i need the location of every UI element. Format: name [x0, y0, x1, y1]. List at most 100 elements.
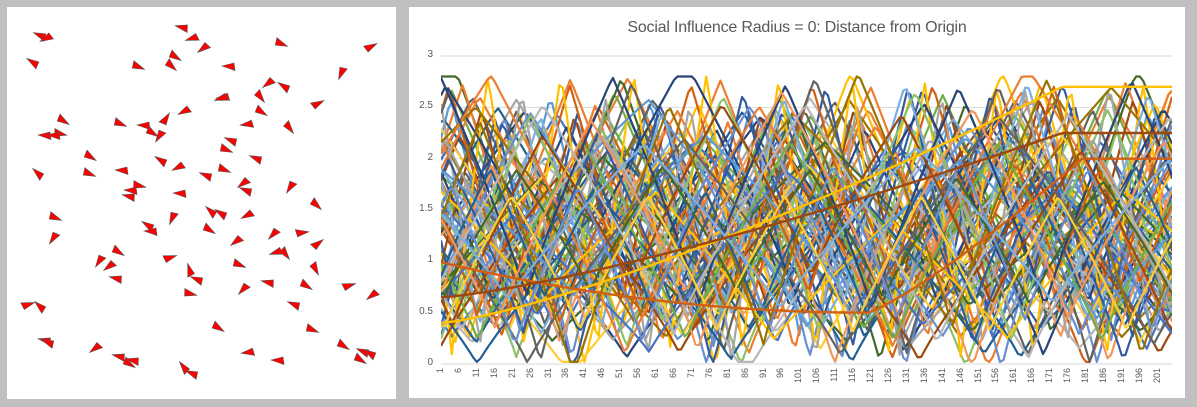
x-tick-label: 146	[954, 368, 965, 384]
agent-triangle	[219, 143, 234, 153]
y-tick-label: 0.5	[419, 305, 433, 317]
agent-triangle	[254, 88, 266, 104]
series-line	[441, 105, 1172, 340]
x-tick-label: 166	[1026, 368, 1037, 384]
x-tick-label: 46	[596, 368, 607, 379]
agent-triangle	[108, 275, 122, 284]
x-tick-label: 51	[614, 368, 625, 379]
agent-triangle	[286, 301, 301, 311]
x-tick-label: 61	[650, 368, 660, 379]
series-line	[441, 164, 1172, 304]
agent-triangle	[189, 276, 204, 286]
agent-triangle	[174, 24, 188, 33]
chart-title: Social Influence Radius = 0: Distance fr…	[627, 19, 967, 36]
agent-triangle	[56, 113, 70, 126]
x-tick-label: 181	[1080, 368, 1090, 384]
agent-triangle	[363, 348, 377, 361]
agent-triangle	[196, 42, 212, 54]
agent-triangle	[88, 342, 104, 354]
agent-triangle	[294, 229, 310, 238]
agent-triangle	[260, 279, 274, 288]
agent-triangle	[269, 356, 285, 365]
agent-triangle	[111, 353, 125, 362]
x-tick-label: 36	[560, 368, 571, 379]
series-line	[441, 141, 1172, 339]
agent-triangle	[217, 163, 232, 173]
agent-triangle	[171, 189, 187, 198]
x-tick-label: 81	[721, 368, 732, 379]
agent-triangle	[240, 347, 256, 356]
agent-triangle	[363, 43, 378, 53]
x-tick-label: 201	[1151, 368, 1162, 384]
series-line	[441, 141, 1172, 305]
series-line	[441, 91, 1172, 329]
agent-triangle	[309, 238, 325, 250]
agent-triangle	[45, 131, 61, 140]
agent-triangle	[135, 121, 151, 130]
x-tick-label: 96	[775, 368, 786, 379]
x-tick-label: 191	[1115, 368, 1126, 384]
agent-triangle	[48, 231, 61, 245]
agent-triangle	[279, 245, 291, 261]
x-tick-label: 196	[1133, 368, 1144, 384]
agent-triangle	[277, 81, 291, 94]
agent-triangle	[341, 283, 357, 291]
agent-triangle	[113, 117, 128, 127]
agent-triangle	[309, 197, 323, 211]
agent-triangle	[154, 129, 167, 143]
agent-triangle	[131, 60, 146, 70]
agent-triangle	[283, 119, 295, 135]
x-tick-label: 16	[488, 368, 499, 379]
series-line-slow	[441, 157, 1172, 314]
line-chart-panel: Social Influence Radius = 0: Distance fr…	[409, 7, 1185, 398]
agent-triangle	[102, 260, 118, 272]
x-tick-label: 26	[524, 368, 535, 379]
series-line-slow	[441, 85, 1172, 325]
agent-triangle	[82, 167, 97, 177]
x-tick-label: 11	[470, 368, 481, 378]
x-tick-label: 136	[918, 368, 929, 384]
series-line	[441, 170, 1172, 353]
x-tick-label: 86	[739, 368, 750, 379]
x-tick-label: 71	[685, 368, 696, 379]
agent-triangle	[113, 166, 129, 175]
agent-triangle	[184, 370, 199, 380]
x-tick-label: 6	[452, 368, 463, 374]
agent-triangle	[237, 282, 251, 296]
x-tick-label: 151	[972, 368, 983, 384]
agent-triangle	[274, 37, 289, 47]
x-tick-label: 31	[542, 368, 553, 379]
agent-triangle	[238, 187, 253, 197]
agent-triangle	[122, 186, 138, 195]
agent-triangle	[162, 255, 178, 263]
agent-triangle	[285, 180, 298, 194]
x-tick-label: 121	[865, 368, 875, 384]
x-tick-label: 156	[990, 368, 1001, 384]
agent-triangle	[83, 149, 97, 162]
agent-triangle	[198, 172, 213, 182]
series-line	[441, 118, 1172, 363]
agent-triangle	[248, 155, 263, 165]
x-tick-label: 106	[811, 368, 822, 384]
x-tick-label: 116	[847, 368, 858, 383]
agent-triangle	[94, 254, 107, 268]
agents-canvas	[20, 24, 381, 380]
series-line	[441, 160, 1172, 342]
y-tick-label: 1.5	[419, 203, 433, 214]
agent-triangle	[187, 262, 195, 278]
agent-triangle	[267, 227, 281, 241]
agent-triangle	[223, 137, 238, 147]
agent-triangle	[169, 211, 179, 226]
series-line	[441, 105, 1172, 330]
x-tick-label: 76	[703, 368, 714, 379]
x-tick-label: 126	[882, 368, 893, 384]
agent-triangle	[168, 49, 182, 62]
x-tick-label: 161	[1008, 368, 1019, 384]
x-tick-label: 21	[506, 368, 517, 379]
agent-triangle	[214, 208, 228, 221]
x-tick-label: 131	[900, 368, 911, 384]
y-tick-label: 0	[427, 357, 433, 368]
agent-triangle	[353, 352, 367, 365]
series-line	[441, 166, 1172, 316]
y-tick-label: 1	[427, 254, 433, 266]
